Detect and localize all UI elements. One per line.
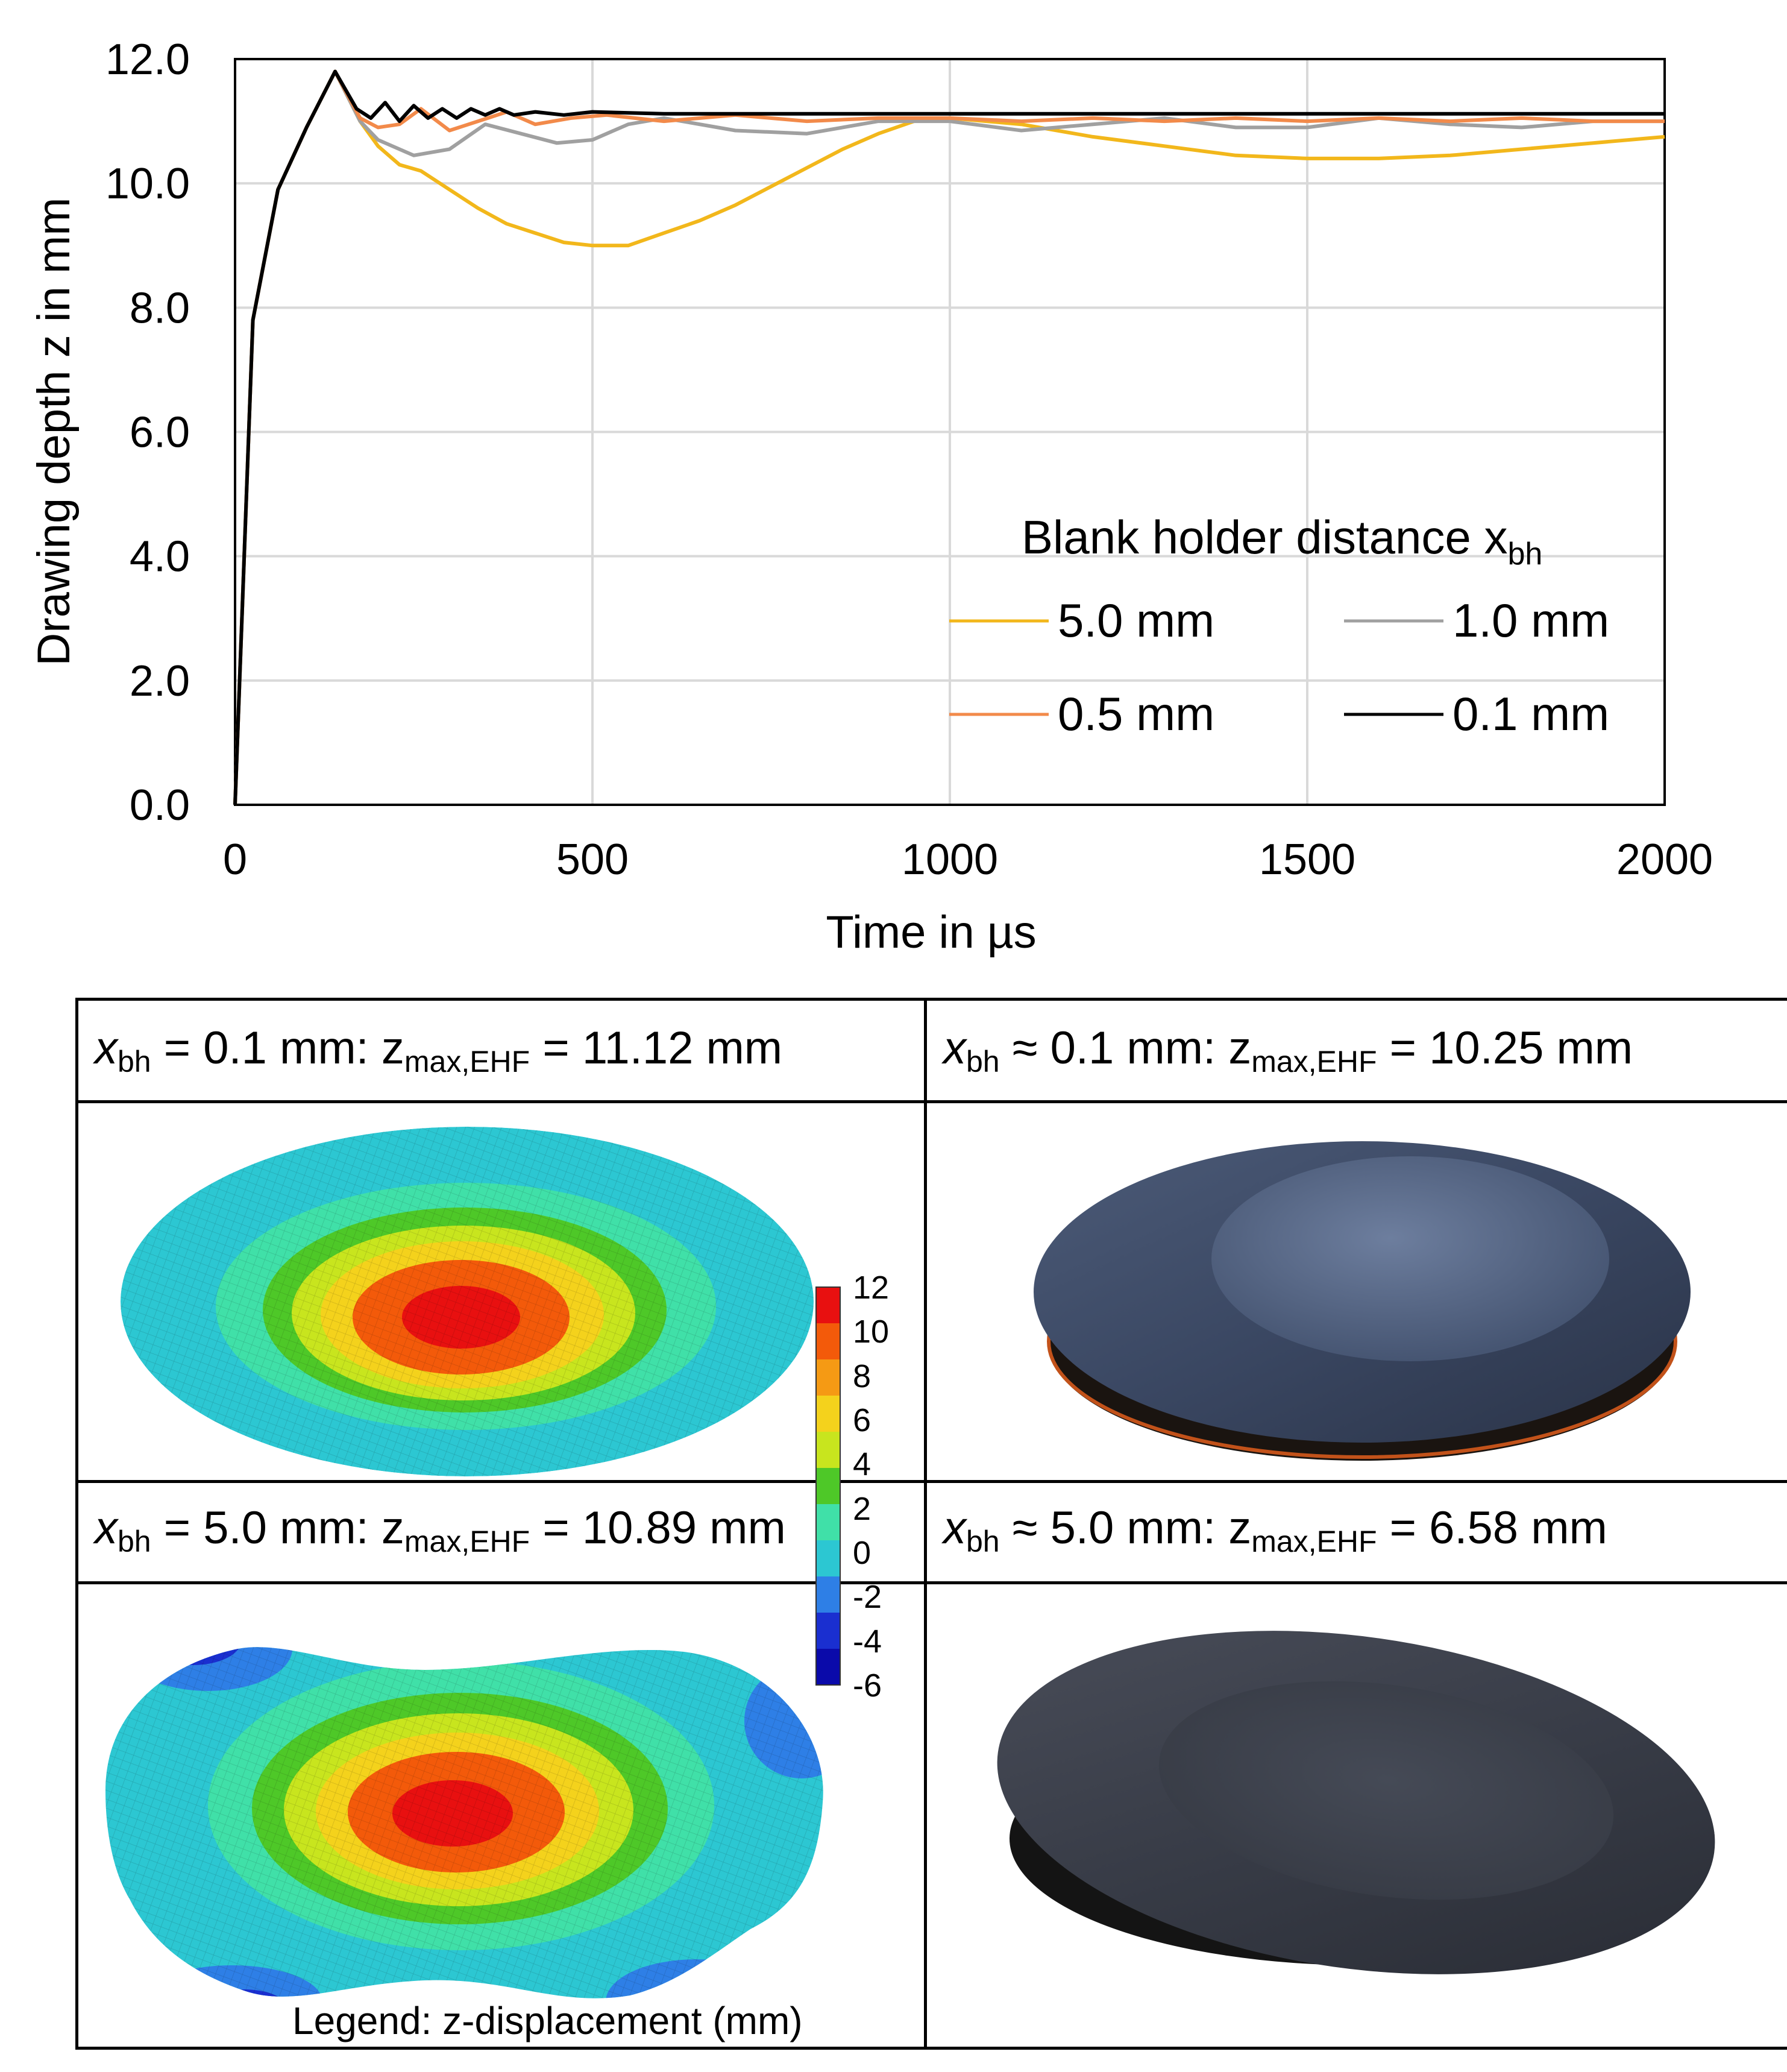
colorbar-swatch [816,1649,840,1686]
legend-title-sub: bh [1507,537,1542,572]
y-tick-label: 6.0 [130,409,190,457]
x-tick-label: 2000 [1616,836,1713,884]
x-tick-label: 1000 [902,836,998,884]
table-line [924,998,927,2050]
colorbar-swatch [816,1432,840,1469]
table-line [75,1480,1787,1483]
colorbar-frame [815,1286,841,1686]
contour-bands [121,1127,814,1476]
y-tick-label: 0.0 [130,781,190,830]
colorbar-swatch [816,1468,840,1505]
colorbar-label: -6 [853,1667,882,1704]
chart-legend: Blank holder distance xbh 5.0 mm 1.0 mm … [949,511,1609,740]
comparison-panel-grid: xbh = 0.1 mm: zmax,EHF = 11.12 mm xbh ≈ … [75,998,1787,2050]
disc-dome [1211,1156,1609,1361]
legend-label-0.5mm: 0.5 mm [1058,687,1214,740]
legend-note: Legend: z-displacement (mm) [292,1999,803,2042]
colorbar-swatch [816,1396,840,1432]
experimental-disc-top [1034,1141,1691,1461]
colorbar [815,1286,841,1686]
legend-title: Blank holder distance xbh [1022,511,1542,572]
y-tick-label: 8.0 [130,284,190,332]
legend-label-0.1mm: 0.1 mm [1453,687,1609,740]
y-tick-label: 2.0 [130,657,190,705]
colorbar-label: 4 [853,1446,872,1483]
colorbar-swatch [816,1576,840,1613]
colorbar-swatch [816,1359,840,1396]
series-layer [233,69,1665,805]
sim-bottom-caption: xbh = 5.0 mm: zmax,EHF = 10.89 mm [95,1502,786,1558]
fem-contour-bottom [105,1647,823,1998]
colorbar-label: 8 [853,1358,872,1394]
colorbar-swatch [816,1323,840,1360]
colorbar-label: 2 [853,1490,872,1527]
colorbar-swatch [816,1613,840,1649]
series-line-5.0mm [233,69,1665,805]
colorbar-label: -2 [853,1579,882,1616]
table-line [75,1581,1787,1584]
y-tick-label: 10.0 [105,160,190,208]
disc-dome [1158,1681,1614,1900]
colorbar-label: 10 [853,1314,890,1350]
series-line-0.1mm [233,69,1665,805]
legend-label-5mm: 5.0 mm [1058,594,1214,647]
colorbar-label: 6 [853,1402,872,1438]
x-tick-label: 1500 [1259,836,1355,884]
fem-contour-top [121,1127,814,1476]
x-axis-label: Time in µs [826,907,1036,958]
colorbar-swatch [816,1540,840,1577]
table-line [75,1100,1787,1103]
colorbar-label: 0 [853,1535,872,1571]
plot-area-frame [234,58,1666,806]
legend-title-text: Blank holder distance x [1022,511,1507,564]
chart-grid [234,58,1666,806]
legend-label-1mm: 1.0 mm [1453,594,1609,647]
colorbar-swatch [816,1287,840,1324]
colorbar-label: -4 [853,1623,882,1660]
experimental-disc-bottom [997,1631,1715,1974]
exp-bottom-caption: xbh ≈ 5.0 mm: zmax,EHF = 6.58 mm [943,1502,1607,1558]
table-line [75,998,78,2050]
colorbar-swatches [815,1286,841,1686]
drawing-depth-chart: 0 500 1000 1500 20000.02.04.06.08.010.012.0 … [28,36,1713,958]
colorbar-swatch [816,1504,840,1541]
colorbar-label: 12 [853,1270,890,1306]
y-axis-label: Drawing depth z in mm [28,197,80,666]
exp-top-caption: xbh ≈ 0.1 mm: zmax,EHF = 10.25 mm [943,1022,1633,1079]
table-line [75,2047,1787,2050]
y-tick-label: 12.0 [105,36,190,84]
y-tick-label: 4.0 [130,533,190,581]
sim-top-caption: xbh = 0.1 mm: zmax,EHF = 11.12 mm [95,1022,783,1079]
axis-ticks: 0 500 1000 1500 2000 0.0 2.0 4.0 6.0 8.0 10.0 12.0 [105,36,1713,884]
x-tick-label: 0 [223,836,247,884]
table-line [75,998,1787,1001]
contour-bands [105,1647,823,1998]
x-tick-label: 500 [556,836,629,884]
